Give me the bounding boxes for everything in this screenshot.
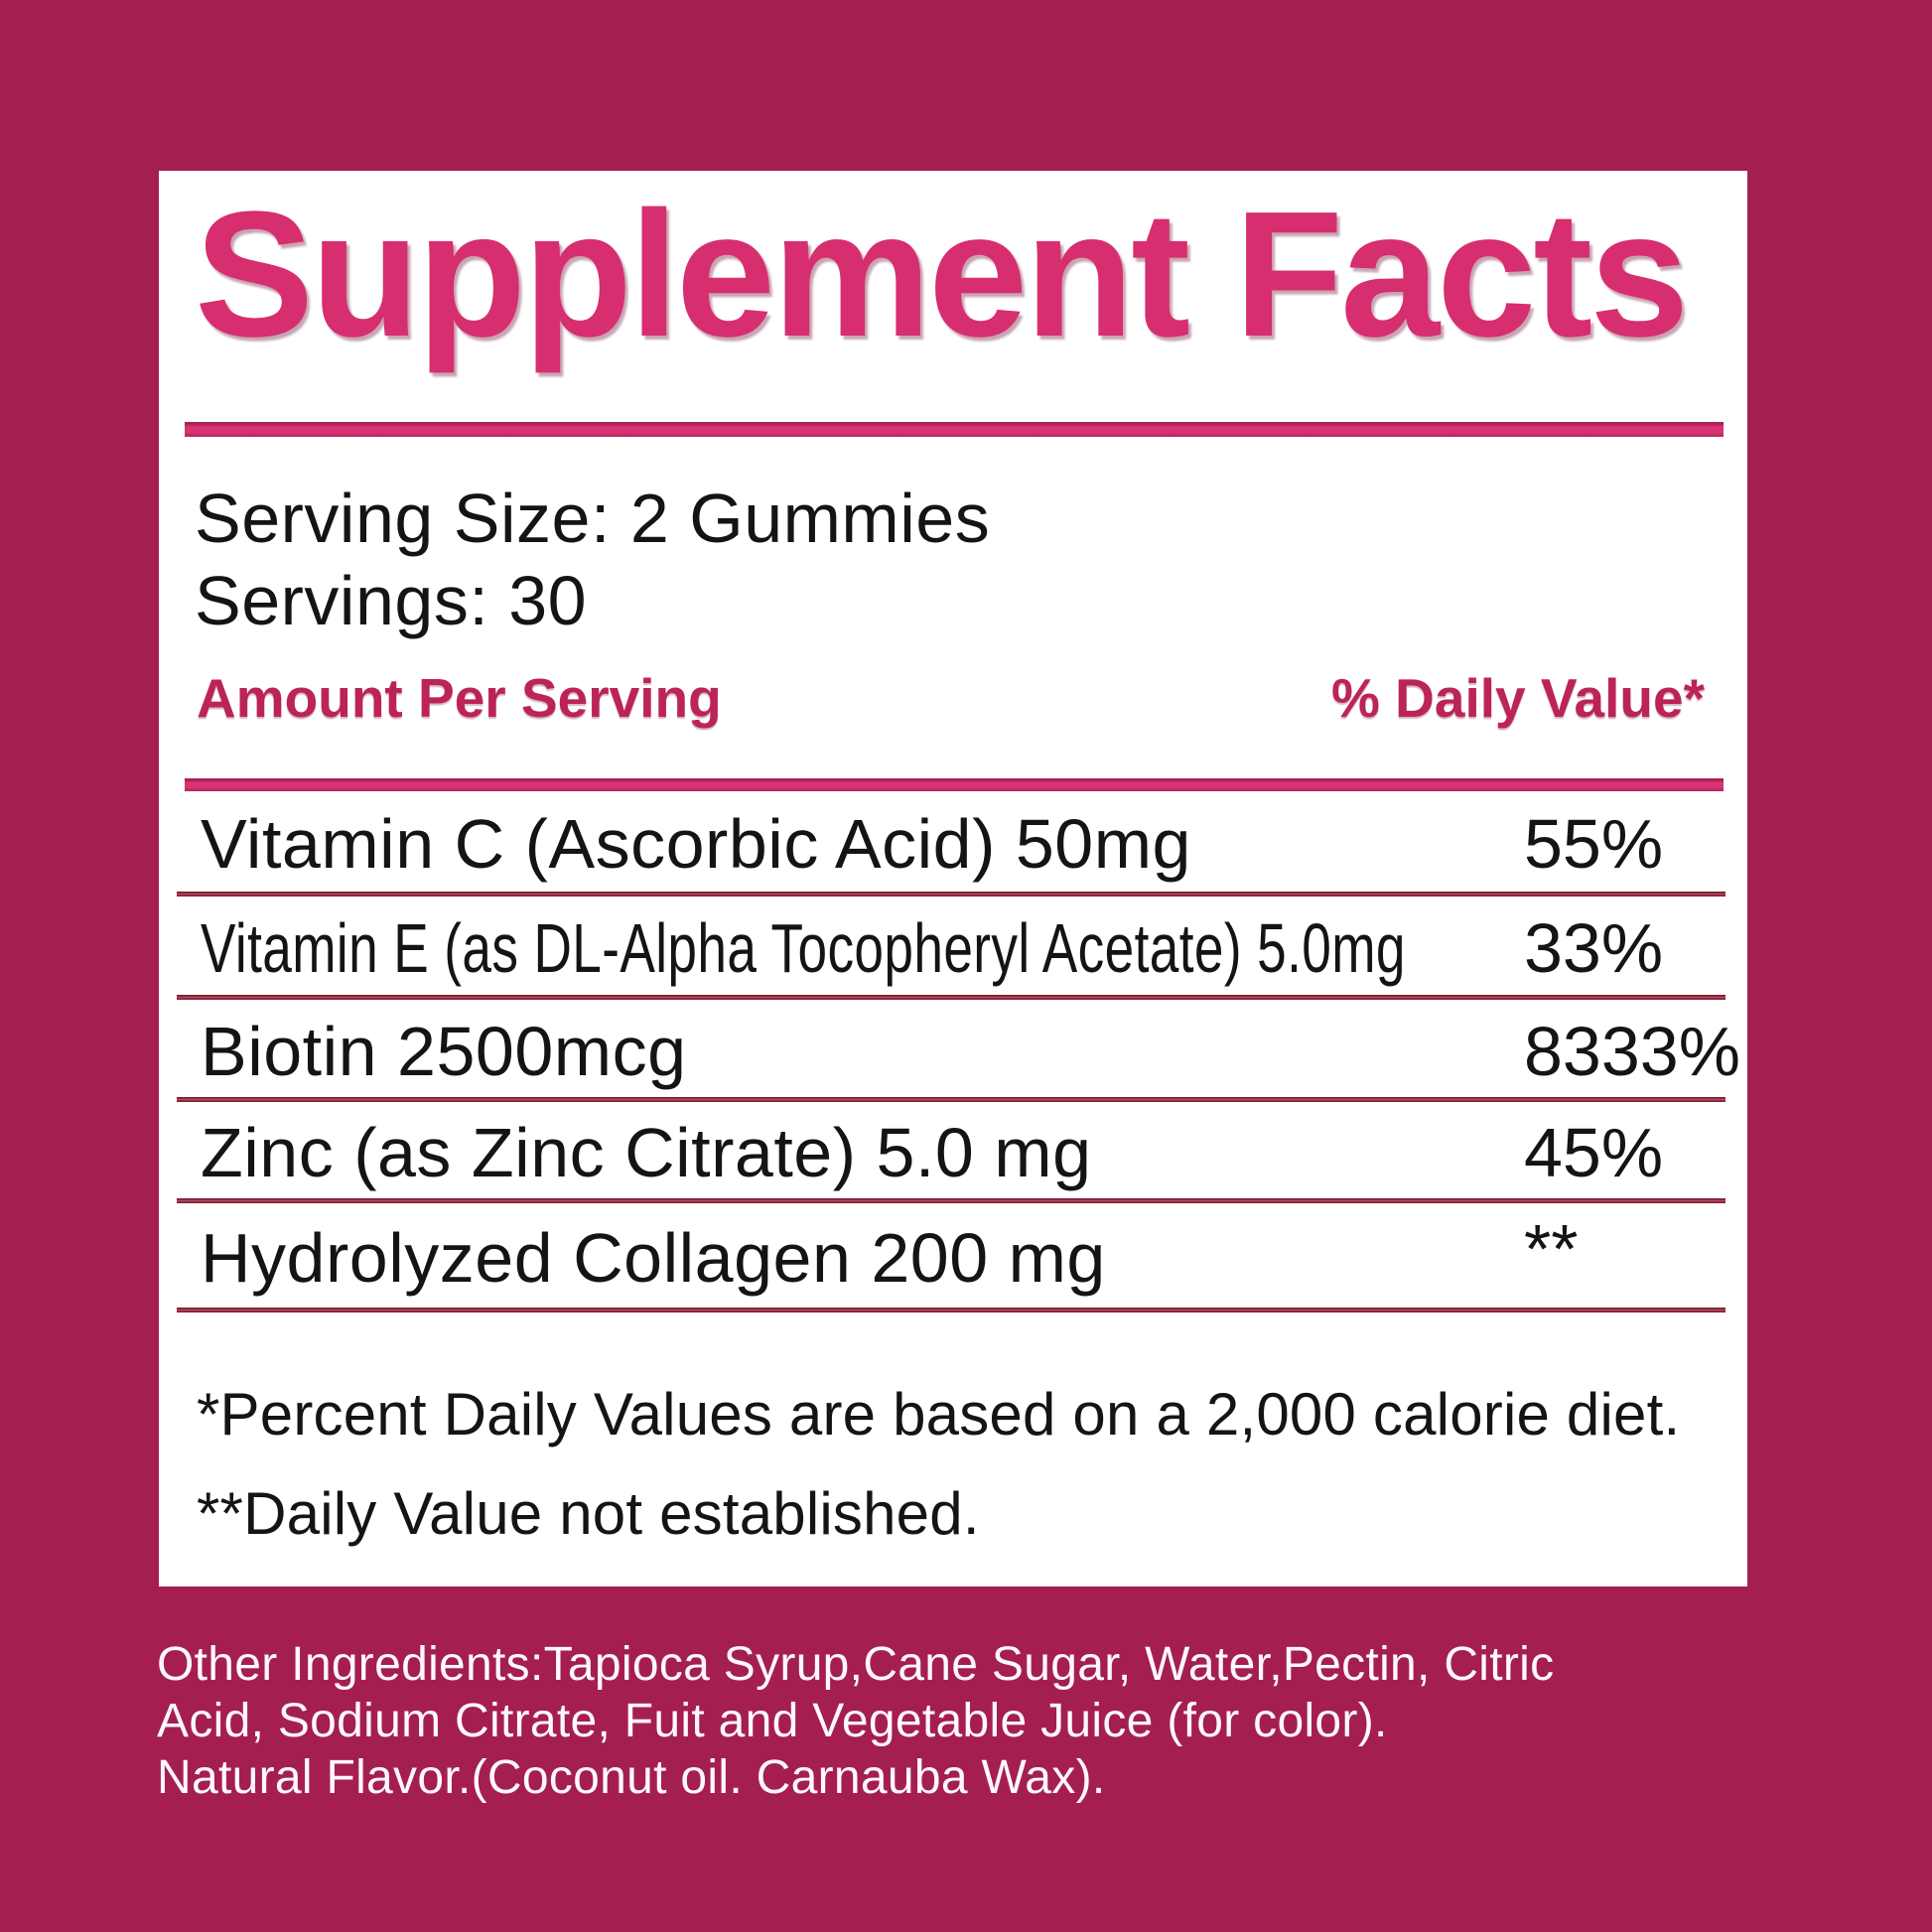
header-rule bbox=[185, 778, 1724, 791]
table-row: Biotin 2500mcg 8333% bbox=[177, 1000, 1740, 1102]
supplement-facts-panel: Supplement Facts Serving Size: 2 Gummies… bbox=[159, 171, 1747, 1587]
other-ingredients-line: Natural Flavor.(Coconut oil. Carnauba Wa… bbox=[157, 1751, 1106, 1804]
nutrient-name: Biotin 2500mcg bbox=[201, 1012, 687, 1090]
other-ingredients-line: Other Ingredients:Tapioca Syrup,Cane Sug… bbox=[157, 1638, 1555, 1691]
nutrient-daily-value: 8333% bbox=[1524, 1012, 1740, 1090]
table-row: Vitamin E (as DL-Alpha Tocopheryl Acetat… bbox=[177, 897, 1725, 1000]
other-ingredients-line: Acid, Sodium Citrate, Fuit and Vegetable… bbox=[157, 1695, 1388, 1747]
nutrient-daily-value: 33% bbox=[1524, 909, 1664, 987]
nutrient-name: Zinc (as Zinc Citrate) 5.0 mg bbox=[201, 1114, 1092, 1191]
table-row: Hydrolyzed Collagen 200 mg ** bbox=[177, 1203, 1725, 1312]
other-ingredients-text: Other Ingredients:Tapioca Syrup,Cane Sug… bbox=[157, 1636, 1785, 1806]
nutrient-table: Vitamin C (Ascorbic Acid) 50mg 55% Vitam… bbox=[177, 791, 1740, 1312]
serving-size-line: Serving Size: 2 Gummies bbox=[195, 480, 991, 557]
table-row: Zinc (as Zinc Citrate) 5.0 mg 45% bbox=[177, 1102, 1725, 1203]
daily-value-header: % Daily Value* bbox=[1330, 667, 1705, 729]
panel-title: Supplement Facts bbox=[195, 175, 1689, 374]
servings-line: Servings: 30 bbox=[195, 562, 588, 639]
nutrient-name: Hydrolyzed Collagen 200 mg bbox=[201, 1219, 1106, 1297]
title-rule bbox=[185, 422, 1724, 437]
nutrient-name: Vitamin C (Ascorbic Acid) 50mg bbox=[201, 805, 1191, 883]
footnote-daily-value-not-established: **Daily Value not established. bbox=[197, 1480, 980, 1547]
amount-per-serving-header: Amount Per Serving bbox=[197, 667, 722, 729]
footnote-percent-daily-values: *Percent Daily Values are based on a 2,0… bbox=[197, 1381, 1681, 1448]
table-row: Vitamin C (Ascorbic Acid) 50mg 55% bbox=[177, 791, 1725, 897]
nutrient-name: Vitamin E (as DL-Alpha Tocopheryl Acetat… bbox=[201, 909, 1406, 987]
nutrient-daily-value: 55% bbox=[1524, 805, 1664, 883]
nutrient-daily-value: ** bbox=[1524, 1210, 1579, 1288]
nutrient-daily-value: 45% bbox=[1524, 1114, 1664, 1191]
